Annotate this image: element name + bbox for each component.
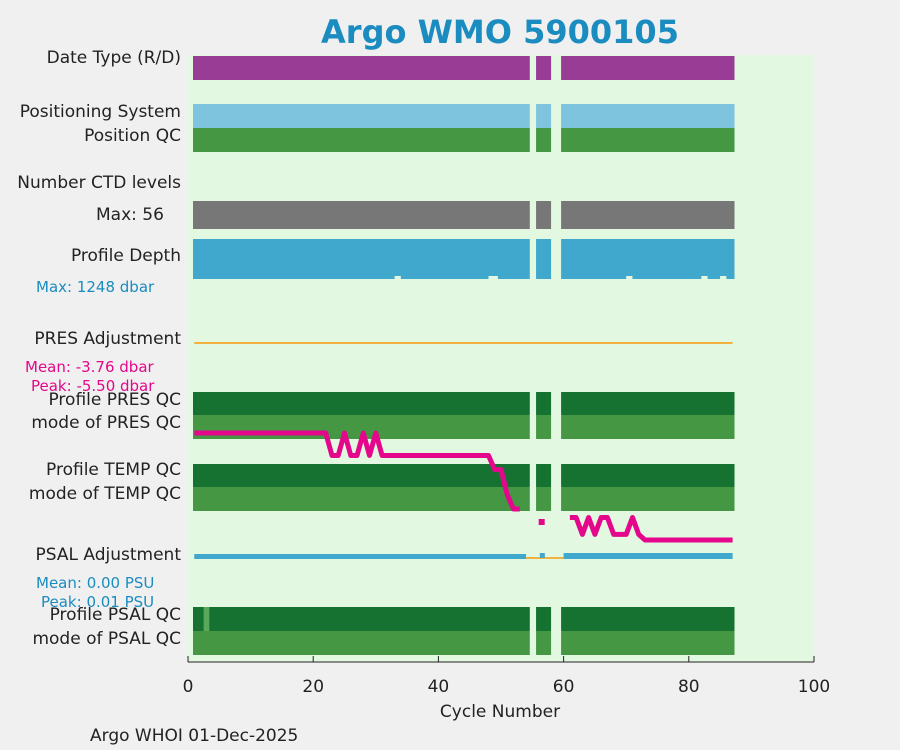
psal-adjustment-line-a [194,554,527,559]
missing-gap-4-1 [551,238,562,280]
x-tick-label-60: 60 [553,677,575,697]
depth-dip-4 [720,276,727,279]
row-bar-2 [193,128,735,152]
missing-gap-7-1 [551,414,562,440]
row-label-1: Positioning System [20,102,181,122]
row-label-12: mode of PSAL QC [32,629,181,649]
row-label-7: mode of PRES QC [31,413,181,433]
row-label-2: Position QC [84,126,181,146]
missing-gap-12-1 [551,630,562,656]
missing-gap-3-0 [529,200,537,230]
psal-qc-notch [203,607,210,631]
row-label-11: Profile PSAL QC [50,605,181,625]
missing-gap-1-1 [551,103,562,129]
missing-gap-2-0 [529,127,537,153]
row-label-0: Date Type (R/D) [47,48,181,68]
pres-adjustment-series-a [194,430,520,512]
row-bar-4 [193,239,735,279]
missing-gap-12-0 [529,630,537,656]
missing-gap-7-0 [529,414,537,440]
missing-gap-11-1 [551,606,562,632]
row-bar-8 [193,464,735,487]
missing-gap-8-1 [551,463,562,488]
adjustment-lines [194,342,733,559]
profile-depth-max: Max: 1248 dbar [36,278,155,296]
pres-mean: Mean: -3.76 dbar [25,358,155,376]
plot-background [188,55,814,662]
row-label-4: Profile Depth [71,246,181,266]
psal-adjustment-line-b [563,553,733,559]
row-bar-0 [193,56,735,80]
missing-gap-6-1 [551,391,562,416]
row-label-10: PSAL Adjustment [36,545,182,565]
x-tick-label-80: 80 [678,677,700,697]
row-bar-1 [193,104,735,128]
row-label-5: PRES Adjustment [34,329,181,349]
x-tick-label-40: 40 [428,677,450,697]
footer-text: Argo WHOI 01-Dec-2025 [90,726,298,746]
missing-gap-9-0 [529,486,537,512]
x-tick-label-20: 20 [302,677,324,697]
row-bar-12 [193,631,735,655]
depth-dip-0 [394,276,401,279]
row-label-3: Number CTD levels [17,173,181,193]
row-bar-11 [193,607,735,631]
pres-adjustment-dot [538,519,545,525]
row-bar-9 [193,487,735,511]
row-labels: Date Type (R/D) Positioning System Positio… [17,48,181,649]
missing-gap-6-0 [529,391,537,416]
row-label-6: Profile PRES QC [48,390,181,410]
missing-gap-3-1 [551,200,562,230]
missing-gap-2-1 [551,127,562,153]
psal-peak: Peak: 0.01 PSU [41,593,154,611]
missing-gap-9-1 [551,486,562,512]
ctd-levels-max: Max: 56 [96,205,164,225]
depth-dip-1 [488,276,498,279]
row-bar-6 [193,392,735,415]
missing-gap-8-0 [529,463,537,488]
row-bar-3 [193,201,735,229]
missing-gap-4-0 [529,238,537,280]
row-label-8: Profile TEMP QC [46,460,181,480]
psal-mean: Mean: 0.00 PSU [36,574,154,592]
depth-dip-2 [626,276,633,279]
x-axis-label: Cycle Number [440,702,560,722]
depth-dip-3 [701,276,708,279]
psal-adjustment-dot [539,553,545,558]
row-label-9: mode of TEMP QC [29,484,181,504]
missing-gap-0-1 [551,55,562,81]
x-tick-label-100: 100 [798,677,830,697]
x-tick-label-0: 0 [183,677,194,697]
chart-title: Argo WMO 5900105 [321,13,679,51]
pres-peak: Peak: -5.50 dbar [31,377,155,395]
pres-adjustment-series-b [569,515,733,543]
missing-gap-11-0 [529,606,537,632]
missing-gap-0-0 [529,55,537,81]
x-axis: 0 20 40 60 80 100 [183,656,830,697]
missing-gap-1-0 [529,103,537,129]
